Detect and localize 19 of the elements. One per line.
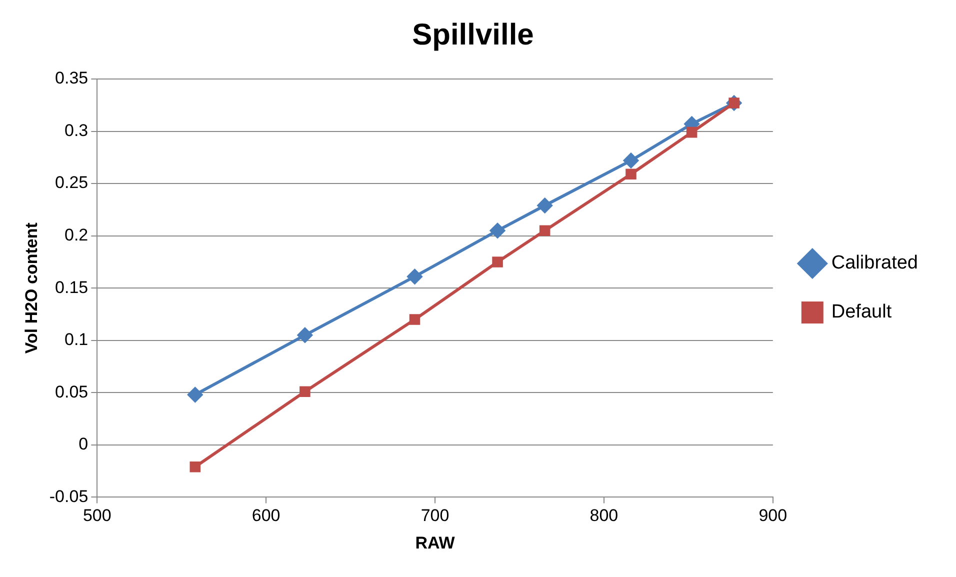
legend-label: Default — [831, 302, 892, 323]
y-tick-label: 0 — [78, 434, 88, 454]
y-tick-label: 0.1 — [64, 330, 88, 350]
chart-title: Spillville — [412, 18, 534, 52]
y-tick-label: -0.05 — [49, 486, 88, 506]
y-tick-label: 0.3 — [64, 120, 88, 140]
x-axis-title: RAW — [415, 533, 456, 552]
x-tick-label: 900 — [758, 506, 788, 526]
x-tick-label: 800 — [590, 506, 618, 526]
y-tick-label: 0.15 — [55, 278, 88, 297]
y-tick-label: 0.25 — [55, 173, 88, 192]
y-tick-label: 0.05 — [55, 382, 88, 402]
x-tick-label: 500 — [82, 506, 112, 526]
y-tick-label: 0.2 — [64, 226, 88, 245]
y-axis-title: Vol H2O content — [22, 222, 41, 354]
x-tick-label: 600 — [252, 506, 280, 526]
x-tick-label: 700 — [420, 506, 450, 526]
y-tick-label: 0.35 — [55, 68, 88, 88]
legend-label: Calibrated — [831, 252, 918, 274]
